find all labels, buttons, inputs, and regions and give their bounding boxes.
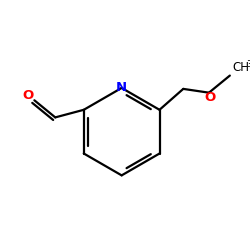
Text: 3: 3	[246, 60, 250, 69]
Text: O: O	[204, 91, 216, 104]
Text: CH: CH	[233, 62, 250, 74]
Text: N: N	[116, 82, 127, 94]
Text: O: O	[22, 89, 33, 102]
